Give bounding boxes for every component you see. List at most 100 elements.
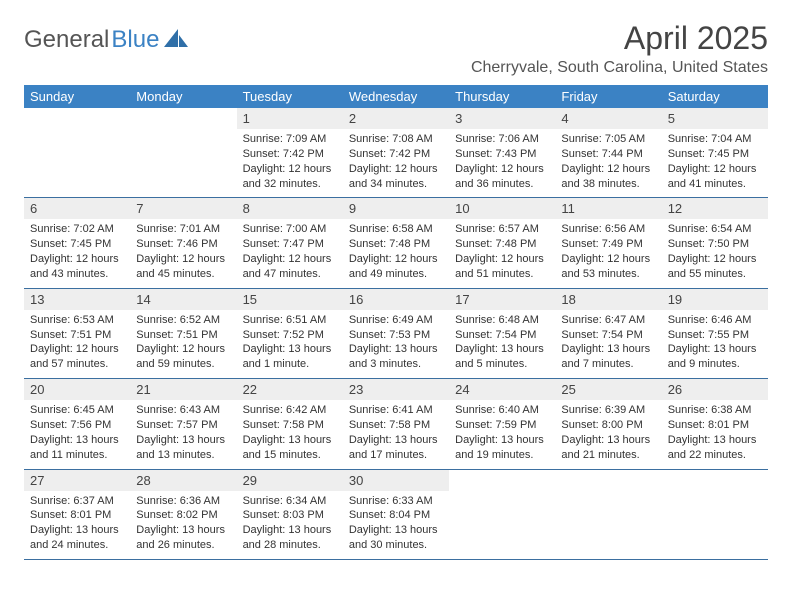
weekday-header-row: Sunday Monday Tuesday Wednesday Thursday… <box>24 85 768 108</box>
daylight-text: Daylight: 12 hours and 32 minutes. <box>243 162 337 192</box>
calendar-cell: 10Sunrise: 6:57 AMSunset: 7:48 PMDayligh… <box>449 198 555 288</box>
daylight-text: Daylight: 13 hours and 11 minutes. <box>30 433 124 463</box>
daylight-text: Daylight: 12 hours and 57 minutes. <box>30 342 124 372</box>
daylight-text: Daylight: 13 hours and 3 minutes. <box>349 342 443 372</box>
daylight-text: Daylight: 12 hours and 51 minutes. <box>455 252 549 282</box>
sunset-text: Sunset: 7:56 PM <box>30 418 124 433</box>
calendar-cell: 5Sunrise: 7:04 AMSunset: 7:45 PMDaylight… <box>662 108 768 198</box>
day-body: Sunrise: 6:58 AMSunset: 7:48 PMDaylight:… <box>343 219 449 287</box>
calendar-cell <box>555 469 661 559</box>
sunset-text: Sunset: 7:45 PM <box>30 237 124 252</box>
calendar-cell: 4Sunrise: 7:05 AMSunset: 7:44 PMDaylight… <box>555 108 661 198</box>
calendar-row: 20Sunrise: 6:45 AMSunset: 7:56 PMDayligh… <box>24 379 768 469</box>
day-number: 21 <box>130 379 236 400</box>
daylight-text: Daylight: 13 hours and 7 minutes. <box>561 342 655 372</box>
sunset-text: Sunset: 7:42 PM <box>243 147 337 162</box>
calendar-cell: 11Sunrise: 6:56 AMSunset: 7:49 PMDayligh… <box>555 198 661 288</box>
sunset-text: Sunset: 7:53 PM <box>349 328 443 343</box>
sunrise-text: Sunrise: 6:52 AM <box>136 313 230 328</box>
calendar-cell: 28Sunrise: 6:36 AMSunset: 8:02 PMDayligh… <box>130 469 236 559</box>
sunrise-text: Sunrise: 6:42 AM <box>243 403 337 418</box>
day-number: 25 <box>555 379 661 400</box>
day-number: 4 <box>555 108 661 129</box>
sunset-text: Sunset: 8:00 PM <box>561 418 655 433</box>
daylight-text: Daylight: 12 hours and 36 minutes. <box>455 162 549 192</box>
sunset-text: Sunset: 8:04 PM <box>349 508 443 523</box>
daylight-text: Daylight: 12 hours and 53 minutes. <box>561 252 655 282</box>
day-number: 3 <box>449 108 555 129</box>
day-body: Sunrise: 6:53 AMSunset: 7:51 PMDaylight:… <box>24 310 130 378</box>
daylight-text: Daylight: 12 hours and 45 minutes. <box>136 252 230 282</box>
day-body: Sunrise: 6:41 AMSunset: 7:58 PMDaylight:… <box>343 400 449 468</box>
sunset-text: Sunset: 7:55 PM <box>668 328 762 343</box>
day-body: Sunrise: 6:43 AMSunset: 7:57 PMDaylight:… <box>130 400 236 468</box>
calendar-cell: 21Sunrise: 6:43 AMSunset: 7:57 PMDayligh… <box>130 379 236 469</box>
daylight-text: Daylight: 13 hours and 17 minutes. <box>349 433 443 463</box>
day-body: Sunrise: 6:54 AMSunset: 7:50 PMDaylight:… <box>662 219 768 287</box>
day-body: Sunrise: 6:48 AMSunset: 7:54 PMDaylight:… <box>449 310 555 378</box>
day-body: Sunrise: 6:56 AMSunset: 7:49 PMDaylight:… <box>555 219 661 287</box>
sunrise-text: Sunrise: 6:58 AM <box>349 222 443 237</box>
sunrise-text: Sunrise: 6:43 AM <box>136 403 230 418</box>
sunset-text: Sunset: 7:46 PM <box>136 237 230 252</box>
daylight-text: Daylight: 13 hours and 30 minutes. <box>349 523 443 553</box>
sunrise-text: Sunrise: 6:37 AM <box>30 494 124 509</box>
daylight-text: Daylight: 13 hours and 28 minutes. <box>243 523 337 553</box>
sunrise-text: Sunrise: 6:36 AM <box>136 494 230 509</box>
day-number: 24 <box>449 379 555 400</box>
sunset-text: Sunset: 7:45 PM <box>668 147 762 162</box>
sunset-text: Sunset: 7:50 PM <box>668 237 762 252</box>
page-header: GeneralBlue April 2025 Cherryvale, South… <box>24 20 768 77</box>
calendar-cell: 29Sunrise: 6:34 AMSunset: 8:03 PMDayligh… <box>237 469 343 559</box>
day-number: 23 <box>343 379 449 400</box>
day-body: Sunrise: 6:46 AMSunset: 7:55 PMDaylight:… <box>662 310 768 378</box>
day-number: 14 <box>130 289 236 310</box>
sunrise-text: Sunrise: 6:57 AM <box>455 222 549 237</box>
calendar-cell: 1Sunrise: 7:09 AMSunset: 7:42 PMDaylight… <box>237 108 343 198</box>
calendar-cell <box>130 108 236 198</box>
daylight-text: Daylight: 12 hours and 59 minutes. <box>136 342 230 372</box>
day-number: 19 <box>662 289 768 310</box>
sunrise-text: Sunrise: 6:49 AM <box>349 313 443 328</box>
calendar-cell: 18Sunrise: 6:47 AMSunset: 7:54 PMDayligh… <box>555 288 661 378</box>
sunset-text: Sunset: 7:51 PM <box>30 328 124 343</box>
calendar-cell: 17Sunrise: 6:48 AMSunset: 7:54 PMDayligh… <box>449 288 555 378</box>
day-body: Sunrise: 6:49 AMSunset: 7:53 PMDaylight:… <box>343 310 449 378</box>
calendar-cell <box>662 469 768 559</box>
day-body: Sunrise: 6:38 AMSunset: 8:01 PMDaylight:… <box>662 400 768 468</box>
sunset-text: Sunset: 7:52 PM <box>243 328 337 343</box>
day-number: 30 <box>343 470 449 491</box>
day-body: Sunrise: 6:42 AMSunset: 7:58 PMDaylight:… <box>237 400 343 468</box>
calendar-cell: 26Sunrise: 6:38 AMSunset: 8:01 PMDayligh… <box>662 379 768 469</box>
daylight-text: Daylight: 13 hours and 15 minutes. <box>243 433 337 463</box>
sunrise-text: Sunrise: 6:45 AM <box>30 403 124 418</box>
sunrise-text: Sunrise: 7:02 AM <box>30 222 124 237</box>
sunset-text: Sunset: 8:01 PM <box>30 508 124 523</box>
day-number: 17 <box>449 289 555 310</box>
day-body: Sunrise: 6:52 AMSunset: 7:51 PMDaylight:… <box>130 310 236 378</box>
day-number: 16 <box>343 289 449 310</box>
logo: GeneralBlue <box>24 26 190 54</box>
day-number: 15 <box>237 289 343 310</box>
day-body: Sunrise: 6:37 AMSunset: 8:01 PMDaylight:… <box>24 491 130 559</box>
sunset-text: Sunset: 7:43 PM <box>455 147 549 162</box>
day-body: Sunrise: 7:08 AMSunset: 7:42 PMDaylight:… <box>343 129 449 197</box>
day-number: 26 <box>662 379 768 400</box>
weekday-header: Saturday <box>662 85 768 108</box>
calendar-cell: 15Sunrise: 6:51 AMSunset: 7:52 PMDayligh… <box>237 288 343 378</box>
sunrise-text: Sunrise: 6:56 AM <box>561 222 655 237</box>
day-body: Sunrise: 6:34 AMSunset: 8:03 PMDaylight:… <box>237 491 343 559</box>
sunset-text: Sunset: 7:48 PM <box>455 237 549 252</box>
calendar-cell: 16Sunrise: 6:49 AMSunset: 7:53 PMDayligh… <box>343 288 449 378</box>
sunrise-text: Sunrise: 7:06 AM <box>455 132 549 147</box>
location-subtitle: Cherryvale, South Carolina, United State… <box>471 59 768 77</box>
day-body: Sunrise: 6:39 AMSunset: 8:00 PMDaylight:… <box>555 400 661 468</box>
sunrise-text: Sunrise: 6:53 AM <box>30 313 124 328</box>
day-number: 20 <box>24 379 130 400</box>
calendar-cell: 23Sunrise: 6:41 AMSunset: 7:58 PMDayligh… <box>343 379 449 469</box>
calendar-cell <box>24 108 130 198</box>
sunrise-text: Sunrise: 7:09 AM <box>243 132 337 147</box>
calendar-cell: 22Sunrise: 6:42 AMSunset: 7:58 PMDayligh… <box>237 379 343 469</box>
calendar-cell: 2Sunrise: 7:08 AMSunset: 7:42 PMDaylight… <box>343 108 449 198</box>
weekday-header: Thursday <box>449 85 555 108</box>
